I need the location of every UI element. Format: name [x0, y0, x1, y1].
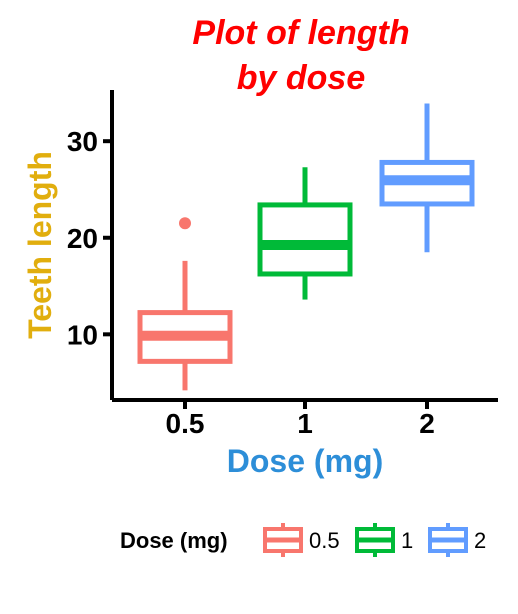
x-tick-label: 0.5: [166, 408, 205, 439]
legend-title: Dose (mg): [120, 528, 228, 553]
outlier-point: [179, 217, 191, 230]
legend-key-1: [355, 523, 395, 557]
box-0.5: [137, 217, 233, 391]
legend-key-0.5: [263, 523, 303, 557]
y-axis: 10 20 30: [67, 90, 114, 400]
legend-label: 2: [474, 528, 486, 553]
box-body: [257, 202, 353, 277]
y-tick-label: 10: [67, 319, 98, 350]
chart-title: Plot of length by dose: [192, 14, 409, 97]
y-tick-label: 20: [67, 223, 98, 254]
x-axis-label: Dose (mg): [227, 443, 383, 479]
boxes: [137, 103, 475, 391]
legend-label: 1: [401, 528, 413, 553]
x-tick-label: 1: [297, 408, 313, 439]
box-2: [379, 103, 475, 253]
legend-label: 0.5: [309, 528, 340, 553]
chart-title-line: Plot of length: [192, 14, 409, 52]
y-tick-label: 30: [67, 126, 98, 157]
x-tick-label: 2: [419, 408, 435, 439]
box-1: [257, 167, 353, 300]
y-axis-label: Teeth length: [22, 151, 58, 339]
x-axis: 0.5 1 2: [112, 398, 498, 439]
legend-key-2: [428, 523, 468, 557]
chart-title-line: by dose: [237, 59, 365, 97]
legend: Dose (mg) 0.5 1 2: [120, 523, 486, 557]
